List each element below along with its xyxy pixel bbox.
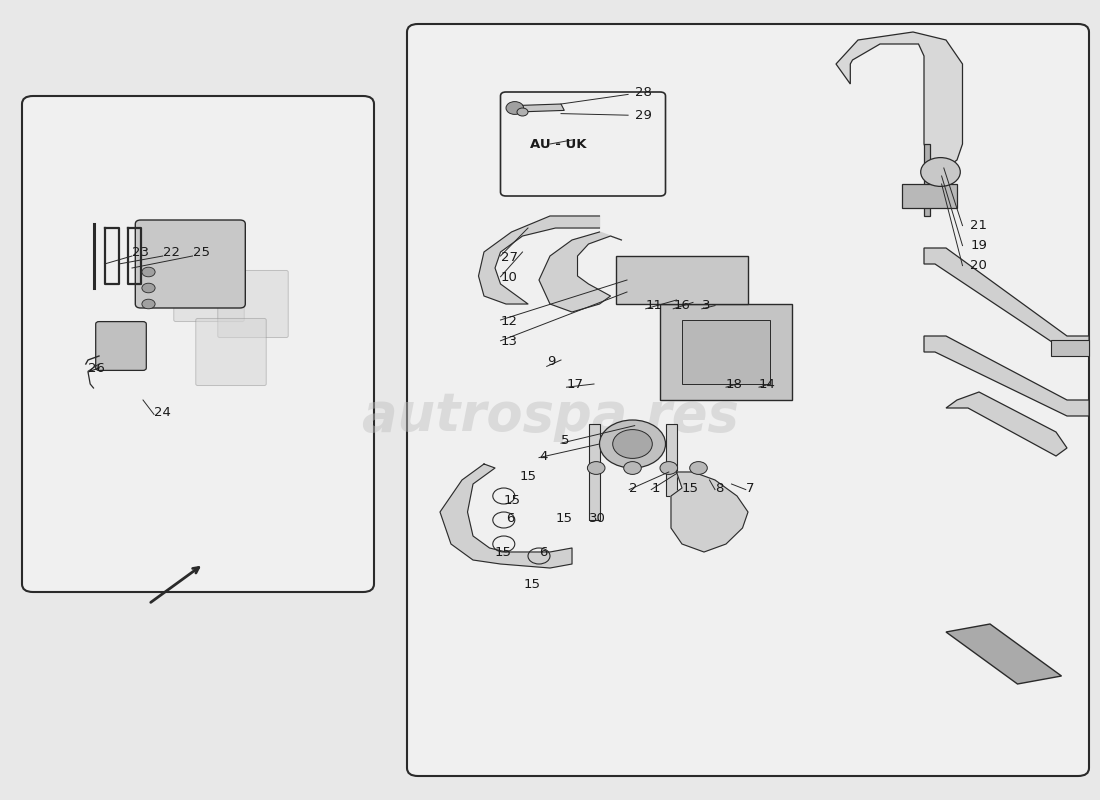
Circle shape xyxy=(921,158,960,186)
FancyBboxPatch shape xyxy=(218,270,288,338)
Text: 15: 15 xyxy=(504,494,520,506)
Circle shape xyxy=(142,283,155,293)
Circle shape xyxy=(600,420,666,468)
FancyBboxPatch shape xyxy=(174,254,244,322)
FancyBboxPatch shape xyxy=(196,318,266,386)
Polygon shape xyxy=(946,392,1067,456)
Circle shape xyxy=(142,299,155,309)
Polygon shape xyxy=(660,304,792,400)
Text: 30: 30 xyxy=(588,512,605,525)
Text: 25: 25 xyxy=(192,246,209,258)
Text: 6: 6 xyxy=(506,512,515,525)
FancyBboxPatch shape xyxy=(500,92,666,196)
Text: 16: 16 xyxy=(673,299,690,312)
Text: 22: 22 xyxy=(163,246,179,258)
Text: 24: 24 xyxy=(154,406,170,418)
Circle shape xyxy=(613,430,652,458)
Polygon shape xyxy=(924,248,1089,352)
Text: 4: 4 xyxy=(539,450,548,462)
Polygon shape xyxy=(616,256,748,304)
Text: 15: 15 xyxy=(556,512,572,525)
Text: 15: 15 xyxy=(519,470,536,482)
Text: 15: 15 xyxy=(682,482,698,494)
Text: 13: 13 xyxy=(500,335,517,348)
Polygon shape xyxy=(515,104,564,112)
Text: 11: 11 xyxy=(646,299,662,312)
Text: 5: 5 xyxy=(561,434,570,446)
Polygon shape xyxy=(924,336,1089,416)
Polygon shape xyxy=(588,424,600,520)
Polygon shape xyxy=(440,464,572,568)
Text: 15: 15 xyxy=(495,546,512,558)
Text: 7: 7 xyxy=(746,482,755,494)
Text: 27: 27 xyxy=(500,251,517,264)
Polygon shape xyxy=(671,472,748,552)
Text: 23: 23 xyxy=(132,246,148,258)
FancyBboxPatch shape xyxy=(22,96,374,592)
Text: autrospa res: autrospa res xyxy=(362,390,738,442)
Polygon shape xyxy=(666,424,676,496)
Text: 3: 3 xyxy=(702,299,711,312)
Polygon shape xyxy=(682,320,770,384)
Polygon shape xyxy=(924,144,930,216)
Polygon shape xyxy=(1050,340,1089,356)
Text: 9: 9 xyxy=(547,355,556,368)
Text: 21: 21 xyxy=(970,219,987,232)
Circle shape xyxy=(517,108,528,116)
Text: 12: 12 xyxy=(500,315,517,328)
Text: 18: 18 xyxy=(726,378,742,390)
Text: 2: 2 xyxy=(629,482,638,494)
Text: 15: 15 xyxy=(524,578,540,590)
Circle shape xyxy=(690,462,707,474)
Polygon shape xyxy=(836,32,962,168)
Circle shape xyxy=(142,267,155,277)
Polygon shape xyxy=(946,624,1062,684)
Text: 14: 14 xyxy=(759,378,775,390)
Text: 8: 8 xyxy=(715,482,724,494)
Text: AU - UK: AU - UK xyxy=(530,138,586,150)
FancyBboxPatch shape xyxy=(96,322,146,370)
Text: 17: 17 xyxy=(566,378,583,390)
Circle shape xyxy=(660,462,678,474)
Circle shape xyxy=(587,462,605,474)
Text: 26: 26 xyxy=(88,362,104,374)
Text: 6: 6 xyxy=(539,546,548,558)
Text: 1: 1 xyxy=(651,482,660,494)
Polygon shape xyxy=(478,216,600,304)
Circle shape xyxy=(506,102,524,114)
FancyBboxPatch shape xyxy=(135,220,245,308)
Text: 28: 28 xyxy=(635,86,651,98)
Text: 10: 10 xyxy=(500,271,517,284)
Circle shape xyxy=(624,462,641,474)
FancyBboxPatch shape xyxy=(407,24,1089,776)
Text: 20: 20 xyxy=(970,259,987,272)
Polygon shape xyxy=(539,232,622,312)
Text: 29: 29 xyxy=(635,109,651,122)
Polygon shape xyxy=(902,184,957,208)
Text: 19: 19 xyxy=(970,239,987,252)
